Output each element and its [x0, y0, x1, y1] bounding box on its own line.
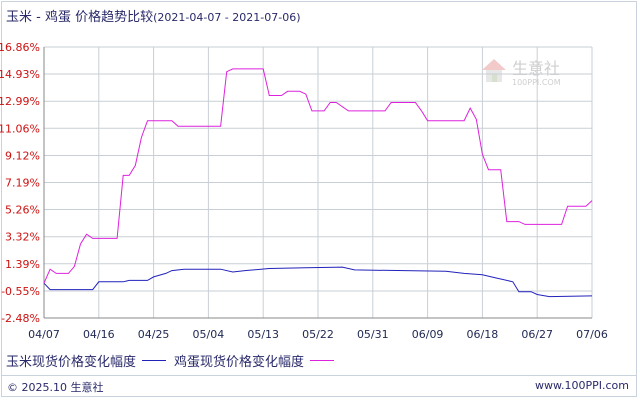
x-tick-label: 06/09: [412, 328, 444, 341]
legend: 玉米现货价格变化幅度 鸡蛋现货价格变化幅度: [6, 351, 342, 370]
x-tick-label: 04/16: [83, 328, 115, 341]
x-tick-label: 05/22: [302, 328, 334, 341]
legend-item-egg: 鸡蛋现货价格变化幅度: [174, 355, 305, 370]
y-tick-label: -2.48%: [1, 312, 40, 325]
house-icon: [482, 59, 506, 82]
y-tick-label: 11.06%: [0, 122, 40, 135]
chart-title-main: 玉米 - 鸡蛋 价格趋势比较: [6, 10, 154, 25]
x-tick-label: 07/06: [576, 328, 608, 341]
y-tick-label: 7.19%: [5, 177, 40, 190]
series-line-egg: [43, 68, 593, 284]
watermark-logo: 生意社 100PPI.COM: [482, 59, 561, 87]
x-tick-label: 05/13: [247, 328, 279, 341]
chart-title: 玉米 - 鸡蛋 价格趋势比较(2021-04-07 - 2021-07-06): [6, 6, 301, 25]
series-lines: [43, 68, 593, 298]
line-chart: 16.86% 14.93% 12.99% 11.06% 9.12% 7.19% 5.26% 3…: [0, 41, 608, 341]
y-tick-label: -0.55%: [1, 285, 40, 298]
chart-date-range: (2021-04-07 - 2021-07-06): [153, 11, 301, 24]
grid: [43, 46, 593, 319]
y-tick-label: 14.93%: [0, 68, 40, 81]
y-tick-label: 9.12%: [5, 149, 40, 162]
legend-item-corn: 玉米现货价格变化幅度: [6, 355, 137, 370]
x-tick-label: 06/27: [521, 328, 553, 341]
x-tick-label: 06/18: [467, 328, 499, 341]
site-url: www.100PPI.com: [535, 379, 629, 392]
legend-line-egg: [310, 360, 335, 361]
footer: © 2025.10 生意社 www.100PPI.com: [1, 375, 637, 397]
legend-line-corn: [142, 360, 167, 361]
y-tick-label: 3.32%: [5, 231, 40, 244]
x-tick-label: 05/04: [193, 328, 225, 341]
series-line-corn: [43, 266, 593, 298]
copyright-text: © 2025.10 生意社: [7, 381, 104, 394]
watermark-subtext: 100PPI.COM: [512, 78, 561, 87]
x-tick-label: 05/31: [357, 328, 389, 341]
x-axis: 04/07 04/16 04/25 05/04 05/13 05/22 05/31 06/09…: [28, 328, 608, 341]
y-tick-label: 16.86%: [0, 41, 40, 54]
y-axis: 16.86% 14.93% 12.99% 11.06% 9.12% 7.19% 5.26% 3…: [0, 41, 40, 325]
y-tick-label: 12.99%: [0, 95, 40, 108]
x-tick-label: 04/07: [28, 328, 60, 341]
x-tick-label: 04/25: [138, 328, 170, 341]
y-tick-label: 5.26%: [5, 204, 40, 217]
watermark-text: 生意社: [512, 59, 560, 78]
y-tick-label: 1.39%: [5, 258, 40, 271]
